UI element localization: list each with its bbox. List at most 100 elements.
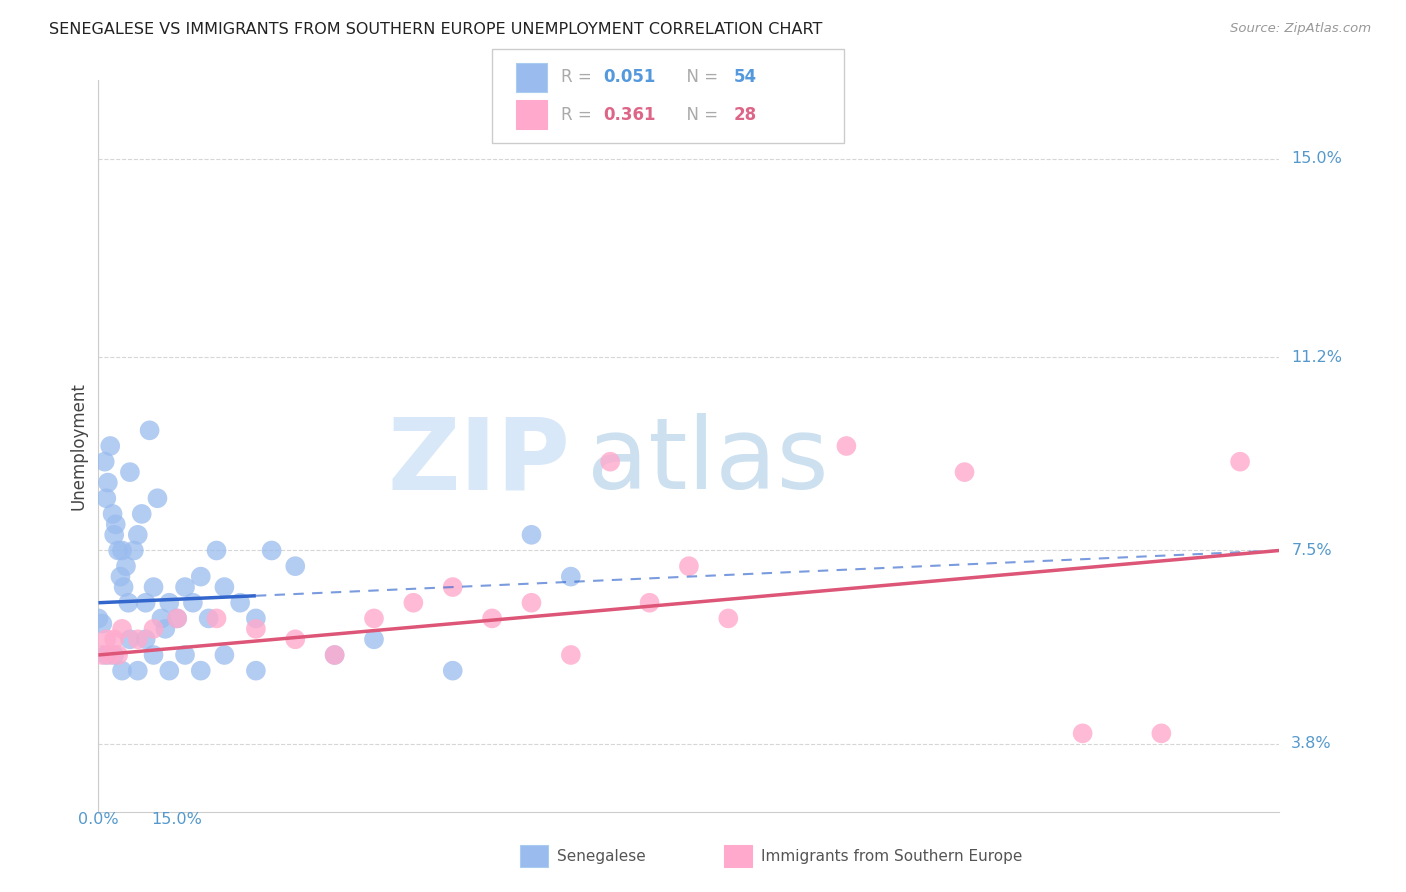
Point xyxy=(131,507,153,521)
Point xyxy=(127,632,149,647)
Point xyxy=(115,559,138,574)
Point xyxy=(155,622,177,636)
Point xyxy=(103,632,125,647)
Point xyxy=(118,632,141,647)
Point xyxy=(174,580,197,594)
Text: 15.0%: 15.0% xyxy=(1291,151,1343,166)
Point xyxy=(122,543,145,558)
Point xyxy=(157,664,180,678)
Point xyxy=(157,596,180,610)
Text: R =: R = xyxy=(561,105,598,123)
Point xyxy=(363,611,385,625)
Text: 0.361: 0.361 xyxy=(603,105,655,123)
Point xyxy=(103,648,125,662)
Point xyxy=(678,559,700,574)
Point xyxy=(98,439,121,453)
Point xyxy=(107,648,129,662)
Point xyxy=(110,569,132,583)
Point xyxy=(87,611,110,625)
Point xyxy=(103,528,125,542)
Point xyxy=(481,611,503,625)
Point xyxy=(135,596,157,610)
Point xyxy=(190,569,212,583)
Text: ZIP: ZIP xyxy=(388,413,571,510)
Point xyxy=(214,648,236,662)
Point xyxy=(284,632,307,647)
Point xyxy=(363,632,385,647)
Text: 15.0%: 15.0% xyxy=(152,812,202,827)
Text: 28: 28 xyxy=(734,105,756,123)
Point xyxy=(323,648,346,662)
Point xyxy=(142,648,165,662)
Point xyxy=(214,580,236,594)
Text: 11.2%: 11.2% xyxy=(1291,350,1343,365)
Point xyxy=(111,664,134,678)
Point xyxy=(190,664,212,678)
Point xyxy=(150,611,173,625)
Point xyxy=(112,580,135,594)
Point xyxy=(245,611,267,625)
Text: N =: N = xyxy=(676,69,724,87)
Text: 0.0%: 0.0% xyxy=(79,812,118,827)
Point xyxy=(96,632,118,647)
Point xyxy=(146,491,169,506)
Point xyxy=(520,596,543,610)
Point xyxy=(1229,455,1251,469)
Point xyxy=(323,648,346,662)
Point xyxy=(96,648,118,662)
Point xyxy=(98,648,121,662)
Text: 54: 54 xyxy=(734,69,756,87)
Point xyxy=(127,664,149,678)
Point xyxy=(166,611,188,625)
Point xyxy=(599,455,621,469)
Point xyxy=(520,528,543,542)
Point xyxy=(953,465,976,479)
Text: 7.5%: 7.5% xyxy=(1291,543,1331,558)
Point xyxy=(245,622,267,636)
Point xyxy=(638,596,661,610)
Point xyxy=(96,491,118,506)
Text: atlas: atlas xyxy=(586,413,828,510)
Point xyxy=(97,475,120,490)
Text: R =: R = xyxy=(561,69,598,87)
Text: Immigrants from Southern Europe: Immigrants from Southern Europe xyxy=(761,849,1022,863)
Point xyxy=(104,517,127,532)
Y-axis label: Unemployment: Unemployment xyxy=(69,382,87,510)
Point xyxy=(101,507,124,521)
Point xyxy=(174,648,197,662)
Point xyxy=(260,543,283,558)
Text: 3.8%: 3.8% xyxy=(1291,736,1331,751)
Point xyxy=(111,622,134,636)
Point xyxy=(117,596,139,610)
Text: Source: ZipAtlas.com: Source: ZipAtlas.com xyxy=(1230,22,1371,36)
Point xyxy=(135,632,157,647)
Point xyxy=(560,569,582,583)
Point xyxy=(717,611,740,625)
Point xyxy=(142,622,165,636)
Point xyxy=(93,455,115,469)
Point xyxy=(560,648,582,662)
Point xyxy=(91,648,114,662)
Point xyxy=(1071,726,1094,740)
Point xyxy=(166,611,188,625)
Point xyxy=(284,559,307,574)
Point xyxy=(197,611,219,625)
Point xyxy=(111,543,134,558)
Point xyxy=(229,596,252,610)
Point xyxy=(91,616,114,631)
Point xyxy=(138,423,160,437)
Point xyxy=(402,596,425,610)
Point xyxy=(127,528,149,542)
Point xyxy=(245,664,267,678)
Point xyxy=(441,664,464,678)
Point xyxy=(107,543,129,558)
Point xyxy=(118,465,141,479)
Point xyxy=(1150,726,1173,740)
Text: 0.051: 0.051 xyxy=(603,69,655,87)
Point xyxy=(142,580,165,594)
Text: N =: N = xyxy=(676,105,724,123)
Point xyxy=(181,596,204,610)
Point xyxy=(205,543,228,558)
Point xyxy=(441,580,464,594)
Text: SENEGALESE VS IMMIGRANTS FROM SOUTHERN EUROPE UNEMPLOYMENT CORRELATION CHART: SENEGALESE VS IMMIGRANTS FROM SOUTHERN E… xyxy=(49,22,823,37)
